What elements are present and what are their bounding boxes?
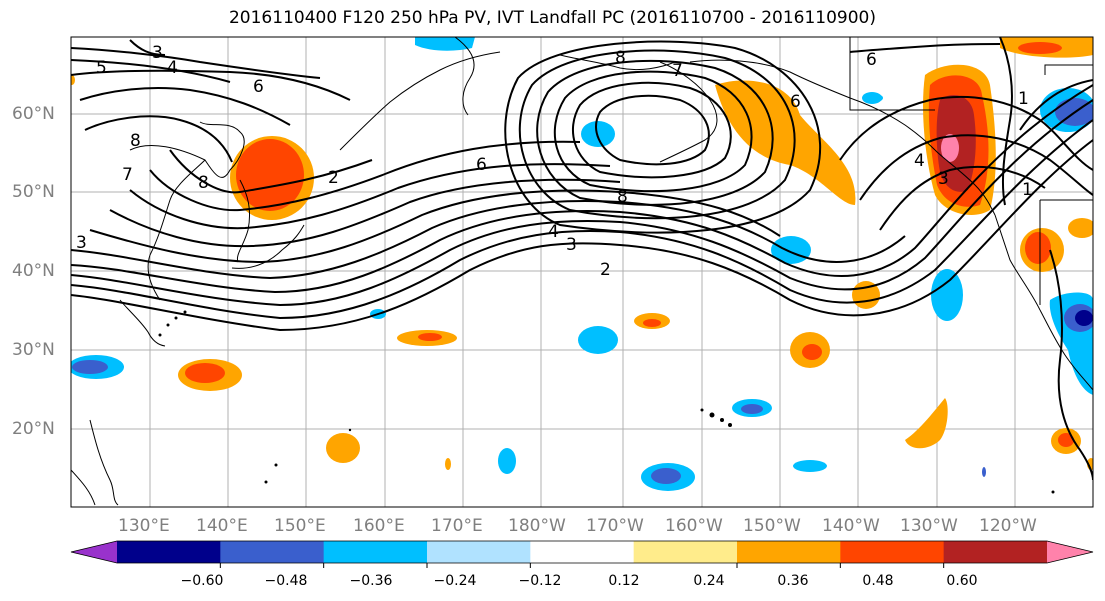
contour-label: 8 [615,48,626,68]
contour-label: 6 [253,77,264,97]
contour-label: 3 [76,233,87,253]
lon-label-140e: 140°E [196,516,248,536]
colorbar-tick-label: 0.24 [693,573,725,589]
lat-label-30n: 30°N [12,340,55,360]
contour-label: 4 [548,222,559,242]
colorbar-tick-label: 0.48 [862,573,894,589]
negative-anomaly-fills [71,37,1093,491]
colorbar-tick-label: −0.60 [180,573,224,589]
colorbar-tick-label: 0.60 [946,573,978,589]
colorbar-cell [220,541,325,563]
lon-label-150w: 150°W [743,516,801,536]
contour-label: 2 [600,260,611,280]
lon-label-170w: 170°W [586,516,644,536]
contour-label: 5 [96,58,107,78]
colorbar-extend-low [71,541,117,563]
contour-label: 2 [328,168,339,188]
contour-label: 6 [790,92,801,112]
colorbar-cell [117,541,221,563]
colorbar-cell [323,541,428,563]
contour-labels: 3 5 4 6 8 7 8 2 6 4 3 2 8 6 8 7 6 1 4 3 … [76,43,1033,280]
positive-anomaly-fills [71,37,1093,470]
contour-label: 1 [1022,180,1033,200]
colorbar-tick-label: −0.12 [518,573,562,589]
colorbar [70,540,1094,568]
colorbar-cell [427,541,531,563]
colorbar-tick-label: −0.48 [264,573,308,589]
islands [158,310,1055,494]
contour-label: 8 [198,173,209,193]
contour-label: 3 [152,43,163,63]
contour-label: 8 [130,131,141,151]
lat-label-40n: 40°N [12,261,55,281]
pv-contours [71,37,1093,481]
colorbar-tick-label: −0.36 [349,573,393,589]
lon-label-180w: 180°W [508,516,566,536]
lon-label-120w: 120°W [979,516,1037,536]
lon-label-140w: 140°W [822,516,880,536]
lon-label-160w: 160°W [665,516,723,536]
lat-label-50n: 50°N [12,182,55,202]
lon-label-130e: 130°E [118,516,170,536]
lon-label-170e: 170°E [431,516,483,536]
graticule [71,37,1093,507]
contour-label: 7 [672,61,683,81]
coastlines [71,37,1093,506]
map-frame [70,36,1094,508]
contour-label: 1 [1018,89,1029,109]
colorbar-cell [530,541,635,563]
colorbar-tick-label: 0.12 [608,573,640,589]
lon-label-130w: 130°W [900,516,958,536]
colorbar-cells [117,541,1048,563]
map-title: 2016110400 F120 250 hPa PV, IVT Landfall… [228,8,876,28]
colorbar-cell [943,541,1048,563]
contour-label: 4 [167,58,178,78]
colorbar-extend-high [1047,541,1093,563]
lat-label-60n: 60°N [12,104,55,124]
contour-label: 3 [566,235,577,255]
colorbar-cell [840,541,945,563]
contour-label: 6 [866,50,877,70]
lat-label-20n: 20°N [12,419,55,439]
colorbar-tick-label: −0.24 [433,573,477,589]
lon-label-160e: 160°E [353,516,405,536]
lon-label-150e: 150°E [274,516,326,536]
contour-label: 6 [476,155,487,175]
colorbar-tick-label: 0.36 [777,573,809,589]
contour-label: 8 [617,187,628,207]
contour-label: 7 [122,165,133,185]
contour-label: 3 [938,169,949,189]
contour-label: 4 [914,151,925,171]
colorbar-cell [737,541,841,563]
colorbar-cell [633,541,738,563]
